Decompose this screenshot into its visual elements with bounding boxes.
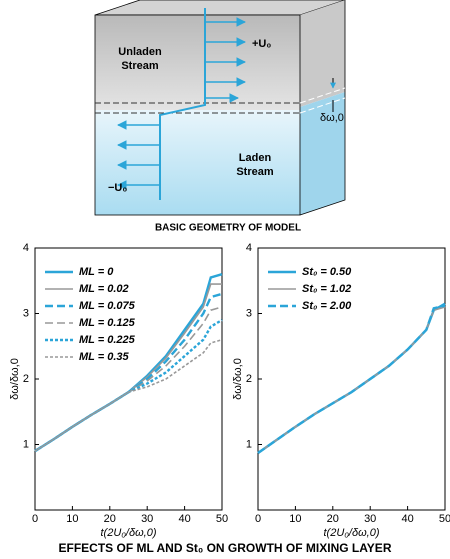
box [94,0,346,216]
x-tick-label: 40 [401,513,413,525]
plot-frame [257,247,446,511]
y-tick-label: 3 [23,307,29,319]
x-axis-label: t(2U₀/δω,0) [101,527,157,539]
y-tick-label: 3 [246,307,252,319]
label: Stream [236,166,274,178]
y-tick-label: 1 [246,438,252,450]
y-axis-label: δω/δω,0 [9,358,21,400]
legend-label: ML = 0.075 [79,300,136,312]
x-tick-label: 10 [289,513,301,525]
y-tick-label: 4 [23,242,29,254]
x-tick-label: 50 [439,513,450,525]
legend-label: ML = 0.35 [79,351,130,363]
y-tick-label: 1 [23,438,29,450]
legend-label: ML = 0.125 [79,317,136,329]
x-tick-label: 30 [364,513,376,525]
x-tick-label: 0 [32,513,38,525]
legend-label: ML = 0.02 [79,283,129,295]
x-tick-label: 20 [327,513,339,525]
series-line [34,338,223,452]
x-tick-label: 30 [141,513,153,525]
label: Laden [239,152,272,164]
y-tick-label: 2 [246,373,252,385]
label: δω,0 [320,112,344,124]
x-axis-label: t(2U₀/δω,0) [324,527,380,539]
label: +U₀ [252,38,271,50]
series-line [257,302,446,454]
legend-label: ML = 0.225 [79,334,136,346]
series-line [257,306,446,454]
legend-label: St₀ = 2.00 [302,300,352,312]
legend-label: St₀ = 1.02 [302,283,351,295]
series-line [257,304,446,454]
x-tick-label: 10 [66,513,78,525]
legend-label: St₀ = 0.50 [302,266,352,278]
y-tick-label: 4 [246,242,252,254]
caption: BASIC GEOMETRY OF MODEL [155,223,301,234]
x-tick-label: 50 [216,513,228,525]
x-tick-label: 40 [178,513,190,525]
y-axis-label: δω/δω,0 [232,358,244,400]
y-tick-label: 2 [23,373,29,385]
label: Stream [121,60,159,72]
x-tick-label: 0 [255,513,261,525]
legend-label: ML = 0 [79,266,114,278]
label: Unladen [118,46,162,58]
x-tick-label: 20 [104,513,116,525]
label: −U₀ [108,182,127,194]
figure-title: EFFECTS OF ML AND St₀ ON GROWTH OF MIXIN… [59,541,392,555]
